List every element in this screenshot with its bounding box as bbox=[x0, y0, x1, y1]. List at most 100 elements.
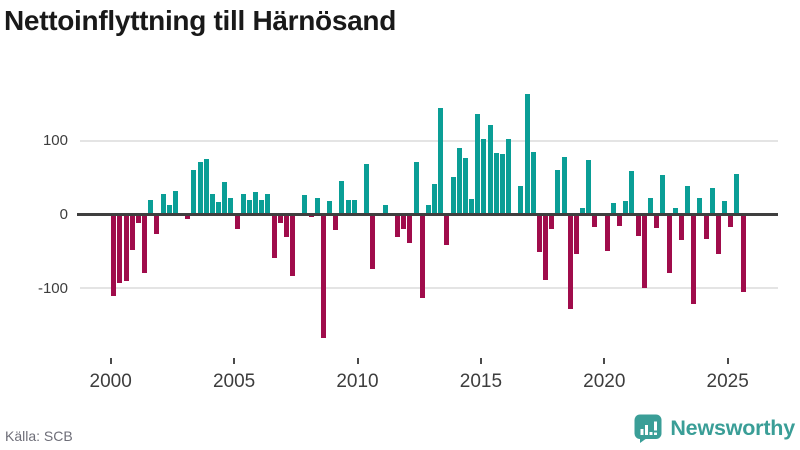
bar-2022-q3 bbox=[666, 214, 672, 274]
bar-2019-q2 bbox=[586, 159, 592, 215]
bar-2023-q4 bbox=[697, 197, 703, 215]
bar-2016-q4 bbox=[524, 94, 530, 215]
bar-2022-q1 bbox=[654, 214, 660, 228]
bar-2004-q2 bbox=[216, 201, 222, 215]
bar-2001-q2 bbox=[142, 214, 148, 274]
x-tick-2015 bbox=[479, 358, 482, 364]
bar-2010-q2 bbox=[364, 163, 370, 215]
bar-2009-q3 bbox=[345, 200, 351, 215]
bar-2025-q3 bbox=[740, 214, 746, 292]
x-axis-label-2005: 2005 bbox=[212, 371, 256, 392]
bar-2007-q1 bbox=[283, 214, 289, 237]
bar-2021-q2 bbox=[635, 214, 641, 236]
bar-2024-q3 bbox=[715, 214, 721, 254]
y-axis-label-100: 100 bbox=[42, 132, 68, 149]
x-axis-label-2015: 2015 bbox=[459, 371, 503, 392]
bar-2023-q3 bbox=[691, 214, 697, 304]
bar-2013-q2 bbox=[438, 108, 444, 215]
bar-2004-q1 bbox=[209, 193, 215, 215]
bar-2000-q1 bbox=[111, 214, 117, 296]
bar-2012-q2 bbox=[413, 162, 419, 215]
chart-title: Nettoinflyttning till Härnösand bbox=[4, 5, 397, 36]
bar-2017-q2 bbox=[536, 214, 542, 253]
bar-2019-q1 bbox=[580, 207, 586, 215]
bar-2008-q2 bbox=[314, 198, 320, 215]
bar-2003-q4 bbox=[203, 159, 209, 215]
bar-2015-q2 bbox=[487, 125, 493, 215]
bar-2000-q4 bbox=[129, 214, 135, 250]
bar-2004-q3 bbox=[222, 182, 228, 215]
newsworthy-logo[interactable]: Newsworthy bbox=[633, 413, 795, 444]
bar-2023-q2 bbox=[685, 186, 690, 215]
bar-2017-q1 bbox=[530, 151, 536, 215]
bar-2016-q3 bbox=[518, 185, 524, 215]
bar-2001-q1 bbox=[135, 214, 141, 224]
bar-2017-q3 bbox=[543, 214, 549, 281]
bar-2019-q3 bbox=[592, 214, 598, 228]
bar-2011-q3 bbox=[395, 214, 401, 237]
bar-2006-q1 bbox=[259, 200, 265, 215]
x-tick-2020 bbox=[603, 358, 606, 364]
bar-2012-q3 bbox=[419, 214, 425, 298]
bar-2016-q1 bbox=[506, 139, 512, 215]
bar-2013-q1 bbox=[432, 183, 438, 215]
bar-2021-q4 bbox=[647, 197, 653, 215]
bar-2014-q2 bbox=[462, 157, 468, 215]
newsworthy-bubble-chart-icon bbox=[633, 413, 663, 444]
y-axis-label-0: 0 bbox=[59, 206, 68, 223]
bar-2005-q1 bbox=[234, 214, 240, 229]
bar-2002-q2 bbox=[166, 204, 172, 215]
bar-2008-q4 bbox=[327, 201, 333, 215]
bar-2017-q4 bbox=[549, 214, 555, 229]
bar-2015-q3 bbox=[493, 153, 499, 215]
bar-2021-q1 bbox=[629, 171, 635, 215]
bar-2009-q4 bbox=[351, 200, 357, 215]
bar-2003-q2 bbox=[191, 169, 197, 215]
bar-2020-q3 bbox=[617, 214, 623, 227]
x-axis-label-2010: 2010 bbox=[336, 371, 379, 392]
source-credit: Källa: SCB bbox=[5, 428, 73, 444]
bar-2023-q1 bbox=[678, 214, 684, 240]
bar-2002-q1 bbox=[160, 193, 166, 215]
bar-2012-q1 bbox=[407, 214, 413, 243]
bar-2020-q1 bbox=[604, 214, 610, 251]
bar-2015-q4 bbox=[499, 154, 505, 215]
newsworthy-wordmark: Newsworthy bbox=[670, 416, 795, 440]
bar-2015-q1 bbox=[481, 139, 487, 215]
bar-2018-q3 bbox=[567, 214, 573, 309]
bar-2001-q4 bbox=[154, 214, 160, 234]
bar-2018-q1 bbox=[555, 169, 561, 215]
bar-2006-q3 bbox=[271, 214, 277, 258]
zero-axis-line bbox=[77, 213, 778, 216]
y-axis-label-minus-100: -100 bbox=[37, 280, 68, 297]
x-tick-2025 bbox=[726, 358, 729, 364]
bar-2018-q2 bbox=[561, 157, 567, 215]
bar-2005-q3 bbox=[246, 199, 252, 215]
bar-2018-q4 bbox=[573, 214, 579, 254]
bar-2022-q4 bbox=[672, 207, 678, 215]
bar-2010-q3 bbox=[370, 214, 376, 270]
bar-2009-q2 bbox=[339, 180, 345, 215]
bar-2022-q2 bbox=[660, 174, 666, 215]
bar-2007-q4 bbox=[302, 194, 308, 215]
bar-2013-q4 bbox=[450, 176, 456, 215]
x-axis-label-2020: 2020 bbox=[583, 371, 626, 392]
bar-2014-q3 bbox=[469, 199, 475, 215]
bar-2011-q1 bbox=[382, 204, 388, 215]
bar-2000-q2 bbox=[117, 214, 123, 284]
bar-2001-q3 bbox=[148, 200, 154, 215]
bar-2006-q4 bbox=[277, 214, 283, 224]
bar-2025-q1 bbox=[728, 214, 734, 228]
bar-2012-q4 bbox=[425, 204, 431, 215]
bar-2006-q2 bbox=[265, 193, 271, 215]
x-tick-2005 bbox=[233, 358, 236, 364]
bar-2024-q1 bbox=[703, 214, 709, 239]
bar-2021-q3 bbox=[641, 214, 647, 289]
bar-2024-q4 bbox=[722, 201, 728, 215]
x-tick-2000 bbox=[109, 358, 112, 364]
bar-2008-q3 bbox=[320, 214, 326, 339]
bar-2013-q3 bbox=[444, 214, 450, 246]
bar-2002-q3 bbox=[172, 190, 178, 215]
gridline-minus-100 bbox=[80, 287, 778, 289]
